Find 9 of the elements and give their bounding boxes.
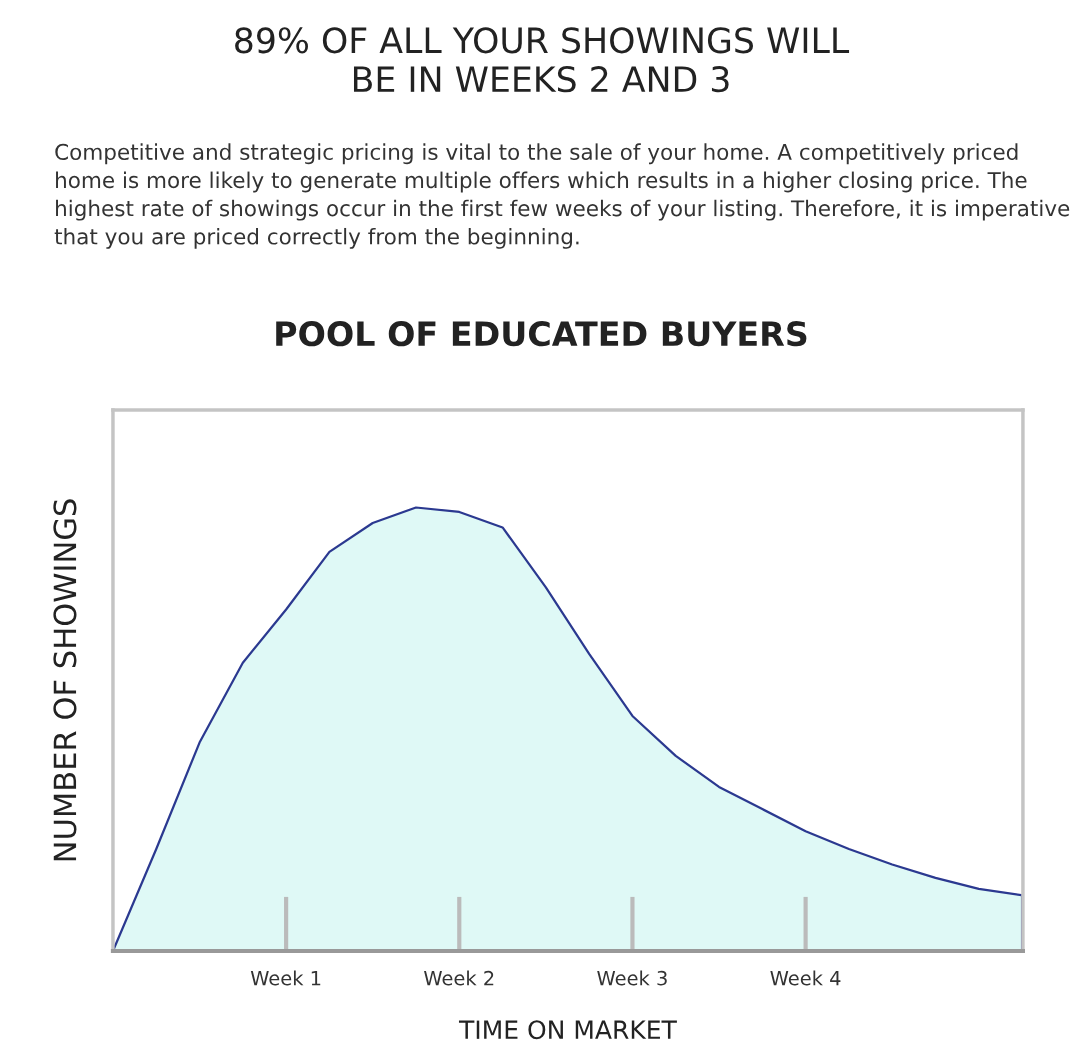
y-axis-title: NUMBER OF SHOWINGS [53,499,77,861]
x-tick-label: Week 1 [250,970,321,986]
x-tick-label: Week 3 [597,970,667,986]
x-tick-label: Week 2 [424,970,494,986]
chart-title: 89% OF ALL YOUR SHOWINGS WILL BE IN WEEKS 2 AND 3 [235,27,850,93]
x-axis-title: TIME ON MARKET [458,1020,677,1040]
text: POOL OF EDUCATED BUYERS [276,321,807,347]
x-tick-label: Week 4 [770,970,841,986]
chart-subtitle: Competitive and strategic pricing is vital to the sale of your home. A competitively priced home is more likely to generate multiple offers which results in a higher closing price. The highest rate of showings occur in the first few weeks of your listing. Therefore, it is imperative that you are priced correctly from the beginning. [54,143,1070,249]
